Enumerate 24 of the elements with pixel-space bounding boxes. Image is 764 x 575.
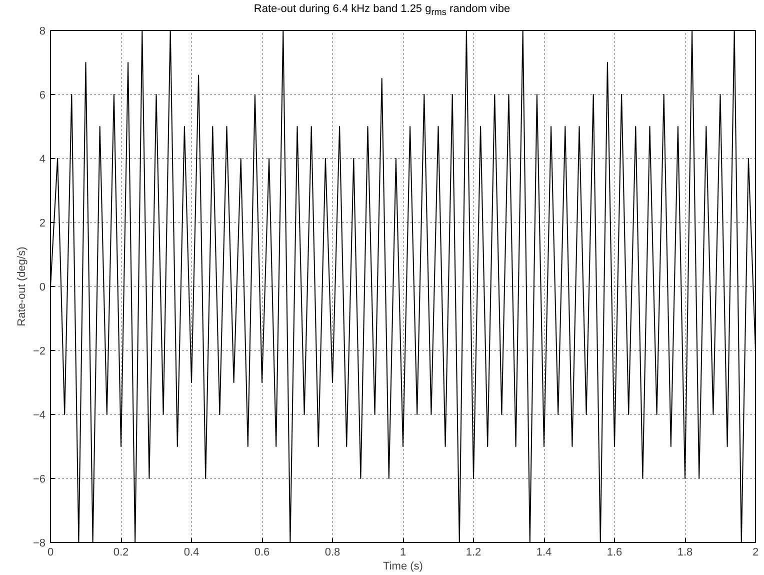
y-tick-label: 4: [39, 154, 46, 166]
y-tick-label: 6: [39, 90, 46, 102]
y-tick-label: −6: [32, 474, 46, 486]
x-tick-label: 0.8: [324, 546, 340, 558]
x-tick-label: 0.2: [113, 546, 129, 558]
x-tick-label: 1.2: [466, 546, 482, 558]
x-tick-label: 1.8: [677, 546, 693, 558]
x-tick-label: 0.6: [254, 546, 270, 558]
x-tick-label: 1: [400, 546, 406, 558]
y-tick-label: 8: [39, 26, 46, 38]
x-tick-label: 0: [47, 546, 54, 558]
y-axis-title: Rate-out (deg/s): [16, 246, 28, 326]
y-tick-label: −8: [32, 538, 46, 550]
line-series: [50, 30, 756, 542]
y-tick-label: −2: [32, 346, 46, 358]
x-tick-label: 0.4: [184, 546, 200, 558]
y-tick-label: −4: [32, 410, 46, 422]
y-tick-label: 2: [39, 218, 46, 230]
chart-title: Rate-out during 6.4 kHz band 1.25 g$_{rms}$ random vibe: [252, 2, 512, 20]
x-tick-label: 1.4: [536, 546, 552, 558]
x-tick-label: 1.6: [606, 546, 622, 558]
y-tick-label: 0: [39, 282, 46, 294]
x-axis-title: Time (s): [383, 560, 423, 572]
x-tick-label: 2: [752, 546, 759, 558]
